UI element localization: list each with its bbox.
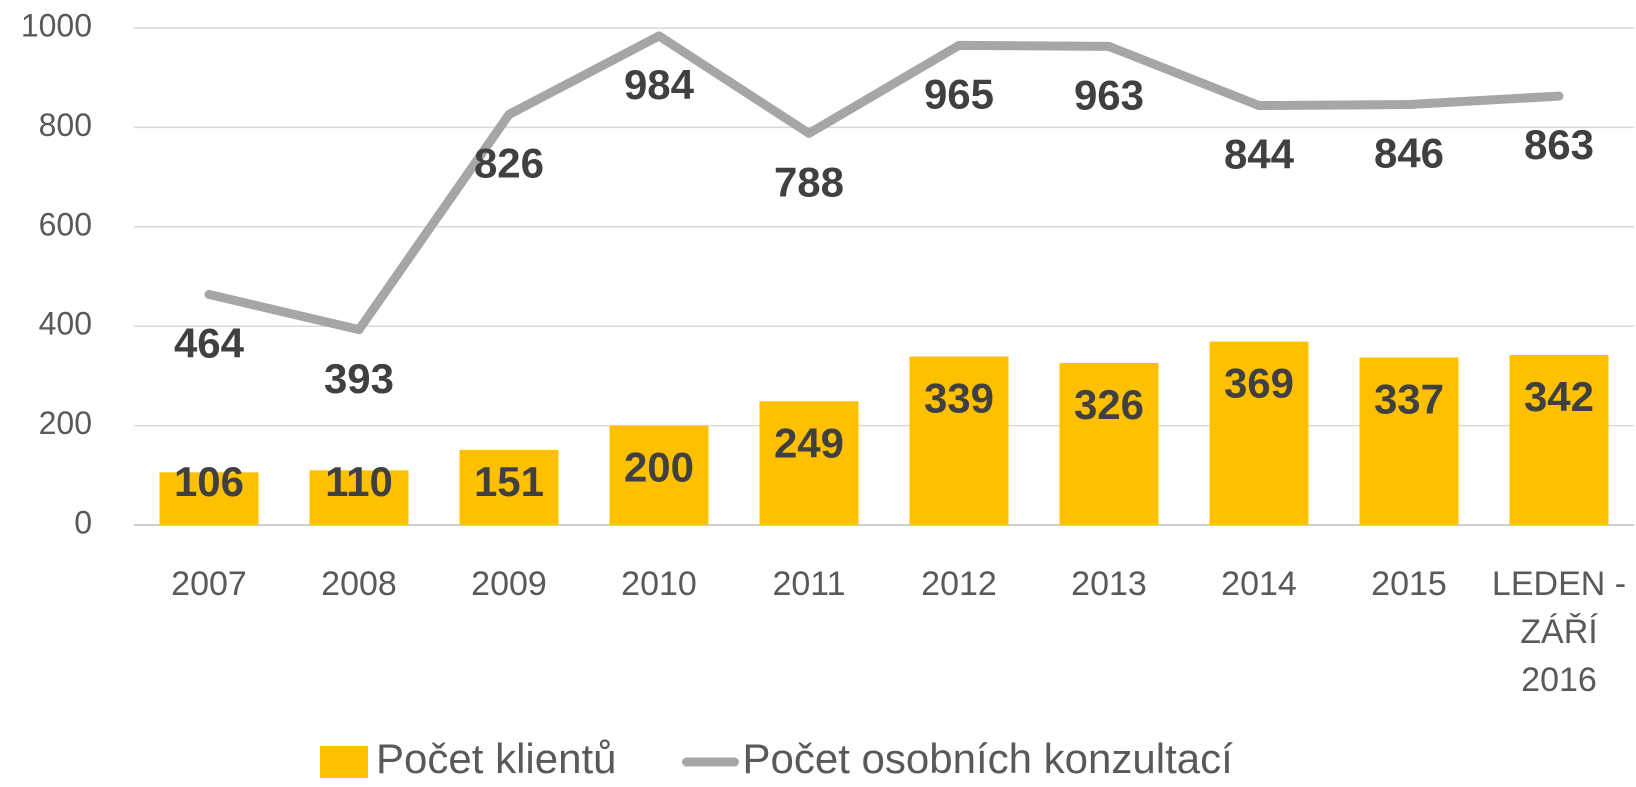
data-label: 846 <box>1374 130 1444 177</box>
data-label: 110 <box>325 458 393 505</box>
bar <box>1359 357 1459 525</box>
data-label: 464 <box>174 319 245 366</box>
legend-swatch <box>320 746 368 778</box>
x-tick-label: 2010 <box>621 565 697 603</box>
bar <box>309 470 409 525</box>
y-tick-label: 1000 <box>21 7 92 43</box>
y-tick-label: 600 <box>39 206 92 242</box>
x-tick-label: LEDEN - ZÁŘÍ 2016 <box>1491 565 1627 699</box>
data-label: 369 <box>1224 360 1294 407</box>
bar <box>159 472 259 525</box>
data-label: 249 <box>774 419 844 466</box>
x-tick-label: 2014 <box>1221 565 1297 603</box>
data-label: 326 <box>1074 381 1144 428</box>
data-label: 342 <box>1524 373 1594 420</box>
data-label: 200 <box>624 444 694 491</box>
x-tick-label: 2009 <box>471 565 547 603</box>
y-tick-label: 800 <box>39 107 92 143</box>
data-label: 963 <box>1074 71 1144 118</box>
x-tick-label: 2012 <box>921 565 997 603</box>
bar <box>1509 355 1609 525</box>
bar <box>909 356 1009 525</box>
y-tick-label: 400 <box>39 306 92 342</box>
x-tick-label: 2008 <box>321 565 397 603</box>
data-label: 106 <box>174 458 244 505</box>
line-series <box>204 31 1564 335</box>
bar <box>609 425 709 525</box>
x-tick-label: 2013 <box>1071 565 1147 603</box>
data-label: 826 <box>474 140 544 187</box>
y-tick-label: 0 <box>74 504 92 540</box>
bar <box>1059 362 1159 525</box>
y-tick-label: 200 <box>39 405 92 441</box>
x-tick-label: 2011 <box>772 565 846 603</box>
data-label: 844 <box>1224 131 1295 178</box>
x-tick-label: 2015 <box>1371 565 1447 603</box>
data-label: 965 <box>924 70 994 117</box>
legend-label: Počet klientů <box>376 735 616 782</box>
x-tick-label: 2007 <box>171 565 247 603</box>
data-label: 337 <box>1374 376 1444 423</box>
data-label: 984 <box>624 61 695 108</box>
bar <box>459 449 559 525</box>
bar <box>1209 341 1309 525</box>
legend-label: Počet osobních konzultací <box>742 735 1233 782</box>
data-label: 151 <box>474 458 544 505</box>
data-label: 788 <box>774 158 844 205</box>
data-label: 863 <box>1524 121 1594 168</box>
data-label: 393 <box>324 355 394 402</box>
data-label: 339 <box>924 375 994 422</box>
bar <box>759 401 859 525</box>
